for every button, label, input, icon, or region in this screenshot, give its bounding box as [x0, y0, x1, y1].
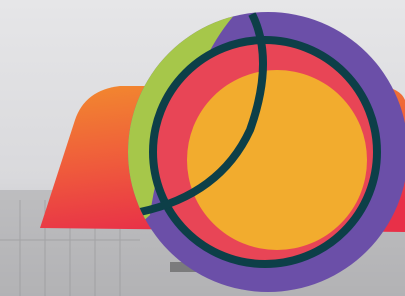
scene [0, 0, 405, 296]
yellow-disc [187, 70, 367, 250]
page: (() => { const data = JSON.parse(documen… [0, 0, 405, 296]
